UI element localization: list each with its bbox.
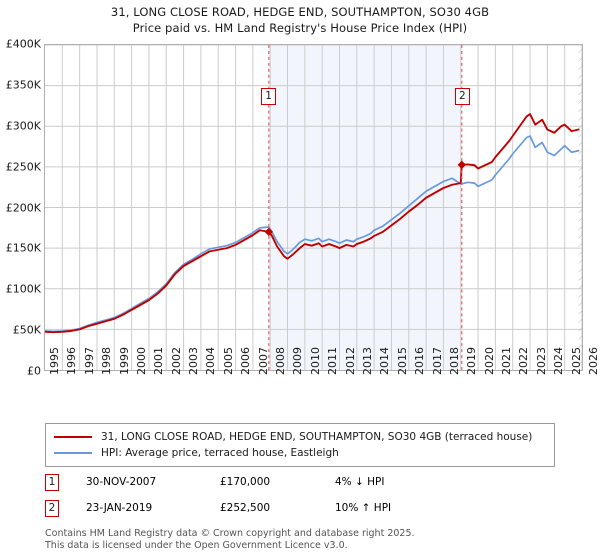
transaction-badge-1: 1 <box>45 474 59 491</box>
x-tick-label: 2021 <box>500 347 514 375</box>
future-hatch-layer <box>578 45 582 370</box>
x-tick-label: 2023 <box>534 347 548 375</box>
y-tick-label: £200K <box>5 201 41 214</box>
x-tick-label: 2018 <box>447 347 461 375</box>
x-tick-label: 2009 <box>291 347 305 375</box>
y-axis: £0 £50K £100K £150K £200K £250K £300K £350K £400… <box>0 0 41 560</box>
x-tick-label: 1998 <box>100 347 114 375</box>
x-tick-label: 2025 <box>569 347 583 375</box>
transaction-badge-2: 2 <box>45 500 59 517</box>
table-row: 1 30-NOV-2007 £170,000 4% ↓ HPI <box>45 472 475 498</box>
footer-attribution: Contains HM Land Registry data © Crown c… <box>45 528 575 551</box>
x-tick-label: 2003 <box>187 347 201 375</box>
y-tick-label: £150K <box>5 241 41 255</box>
legend-item-price-paid: 31, LONG CLOSE ROAD, HEDGE END, SOUTHAMP… <box>54 429 546 445</box>
plot-marker-2: 2 <box>454 88 470 105</box>
x-tick-label: 1995 <box>48 347 61 375</box>
x-tick-label: 2002 <box>169 347 183 375</box>
y-tick-label: £50K <box>12 323 41 337</box>
legend-swatch-red-icon <box>54 436 92 438</box>
table-row: 2 23-JAN-2019 £252,500 10% ↑ HPI <box>45 498 475 524</box>
x-tick-label: 2017 <box>430 347 444 375</box>
page-title-line2: Price paid vs. HM Land Registry's House … <box>132 21 468 35</box>
y-tick-label: £100K <box>5 282 41 296</box>
plot-area <box>44 44 583 371</box>
plot-marker-1: 1 <box>261 88 277 105</box>
x-tick-label: 2010 <box>308 347 322 375</box>
transaction-date-2: 23-JAN-2019 <box>86 502 153 514</box>
y-tick-label: £250K <box>5 160 41 174</box>
x-tick-label: 2012 <box>343 347 357 375</box>
transaction-price-2: £252,500 <box>220 502 271 514</box>
x-tick-label: 2016 <box>413 347 427 375</box>
y-tick-label: £300K <box>5 119 41 133</box>
y-tick-label: £0 <box>27 364 41 378</box>
x-tick-label: 2013 <box>360 347 374 375</box>
x-tick-label: 1999 <box>117 347 131 375</box>
x-tick-label: 1997 <box>82 347 96 375</box>
x-tick-label: 2020 <box>482 347 496 375</box>
transaction-delta-1: 4% ↓ HPI <box>335 476 385 488</box>
x-tick-label: 2005 <box>221 347 235 375</box>
x-tick-label: 2014 <box>378 347 392 375</box>
x-tick-label: 2019 <box>465 347 479 375</box>
legend-swatch-blue-icon <box>54 452 92 454</box>
footer-line-2: This data is licensed under the Open Gov… <box>45 539 348 551</box>
legend-item-hpi: HPI: Average price, terraced house, East… <box>54 445 546 461</box>
x-tick-label: 2022 <box>517 347 531 375</box>
x-tick-label: 2007 <box>256 347 270 375</box>
x-tick-label: 2015 <box>395 347 409 375</box>
transaction-price-1: £170,000 <box>220 476 271 488</box>
x-tick-label: 1996 <box>65 347 79 375</box>
transactions-table: 1 30-NOV-2007 £170,000 4% ↓ HPI 2 23-JAN… <box>45 472 475 524</box>
x-tick-label: 2004 <box>204 347 218 375</box>
legend-label-hpi: HPI: Average price, terraced house, East… <box>101 447 339 459</box>
x-tick-label: 2011 <box>326 347 340 375</box>
x-tick-label: 2006 <box>239 347 253 375</box>
y-tick-label: £350K <box>5 78 41 92</box>
x-tick-label: 2000 <box>134 347 148 375</box>
legend-label-price-paid: 31, LONG CLOSE ROAD, HEDGE END, SOUTHAMP… <box>101 431 533 443</box>
transaction-delta-2: 10% ↑ HPI <box>335 502 392 514</box>
transaction-date-1: 30-NOV-2007 <box>86 476 157 488</box>
chart-legend: 31, LONG CLOSE ROAD, HEDGE END, SOUTHAMP… <box>45 423 555 467</box>
x-tick-label: 2001 <box>152 347 166 375</box>
footer-line-1: Contains HM Land Registry data © Crown c… <box>45 528 415 539</box>
y-tick-label: £400K <box>5 37 41 51</box>
x-tick-label: 2024 <box>552 347 566 375</box>
x-tick-label: 2026 <box>587 347 600 375</box>
x-tick-label: 2008 <box>274 347 288 375</box>
page-title-line1: 31, LONG CLOSE ROAD, HEDGE END, SOUTHAMP… <box>110 5 490 19</box>
